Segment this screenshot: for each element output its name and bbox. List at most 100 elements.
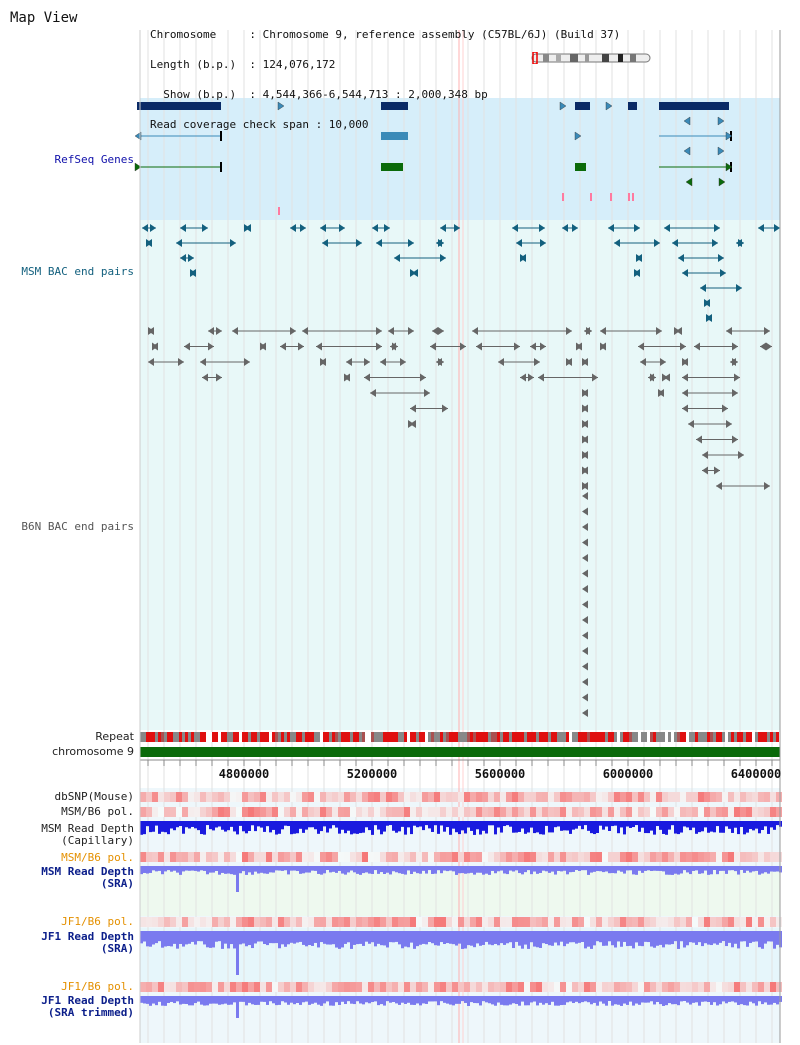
repeat-block [428, 732, 431, 742]
polymorphism-cell [536, 917, 542, 927]
bac-end-icon [658, 389, 664, 397]
msm-bac-features[interactable] [142, 224, 780, 322]
polymorphism-cell [338, 792, 344, 802]
depth-bar [587, 866, 590, 875]
msm-b6-pol-sra-label[interactable]: MSM/B6 pol. [61, 851, 134, 864]
polymorphism-tracks[interactable] [140, 792, 782, 992]
depth-bar [242, 866, 245, 872]
read-depth-tracks[interactable] [140, 821, 782, 1018]
depth-bar [596, 931, 599, 942]
msm-read-depth-sra-line1: MSM Read Depth [41, 865, 134, 878]
chromosome-bar[interactable] [140, 747, 780, 757]
depth-bar [164, 866, 167, 872]
depth-bar [173, 931, 176, 944]
refseq-genes-features[interactable] [134, 101, 733, 215]
depth-bar [374, 866, 377, 871]
depth-bar [698, 866, 701, 874]
polymorphism-cell [236, 852, 242, 862]
depth-bar [203, 821, 206, 835]
polymorphism-cell [314, 852, 320, 862]
depth-bar [410, 866, 413, 875]
depth-bar [491, 866, 494, 871]
gene-feature[interactable] [575, 102, 590, 110]
depth-bar [326, 821, 329, 833]
polymorphism-cell [158, 792, 164, 802]
depth-bar [218, 931, 221, 942]
repeat-block [527, 732, 530, 742]
polymorphism-cell [758, 982, 764, 992]
polymorphism-cell [314, 917, 320, 927]
depth-bar [488, 996, 491, 1004]
gene-feature[interactable] [381, 163, 403, 171]
jf1-read-depth-sra-label[interactable]: JF1 Read Depth (SRA) [41, 931, 134, 955]
gene-feature[interactable] [381, 132, 408, 140]
b6n-bac-label[interactable]: B6N BAC end pairs [21, 520, 134, 533]
depth-bar [440, 996, 443, 1002]
bac-end-icon [718, 254, 724, 262]
dbsnp-label[interactable]: dbSNP(Mouse) [54, 790, 134, 803]
polymorphism-cell [638, 982, 644, 992]
depth-bar [188, 866, 191, 871]
msm-read-depth-sra-label[interactable]: MSM Read Depth (SRA) [41, 866, 134, 890]
jf1-b6-pol-label[interactable]: JF1/B6 pol. [61, 915, 134, 928]
polymorphism-cell [428, 982, 434, 992]
jf1-b6-pol-2-label[interactable]: JF1/B6 pol. [61, 980, 134, 993]
msm-read-depth-capillary-label[interactable]: MSM Read Depth (Capillary) [41, 823, 134, 847]
polymorphism-cell [500, 792, 506, 802]
gene-feature[interactable] [659, 102, 729, 110]
polymorphism-cell [434, 982, 440, 992]
depth-bar [551, 931, 554, 946]
polymorphism-cell [554, 982, 560, 992]
jf1-read-depth-trim-line1: JF1 Read Depth [41, 994, 134, 1007]
depth-bar [617, 866, 620, 871]
depth-bar [749, 996, 752, 1002]
gene-feature[interactable] [575, 163, 586, 171]
jf1-read-depth-trimmed-label[interactable]: JF1 Read Depth (SRA trimmed) [41, 995, 134, 1019]
repeat-block [557, 732, 560, 742]
bac-end-icon [702, 466, 708, 475]
depth-bar [416, 996, 419, 1004]
repeat-track[interactable] [140, 732, 782, 742]
depth-bar [488, 931, 491, 945]
gene-feature[interactable] [137, 102, 221, 110]
polymorphism-cell [326, 917, 332, 927]
polymorphism-cell [506, 917, 512, 927]
refseq-genes-label[interactable]: RefSeq Genes [54, 153, 134, 166]
gene-feature[interactable] [381, 102, 408, 110]
bac-end-icon [582, 492, 588, 500]
msm-b6-pol-label[interactable]: MSM/B6 pol. [61, 805, 134, 818]
polymorphism-cell [560, 917, 566, 927]
depth-bar [278, 931, 281, 949]
repeat-block [233, 732, 236, 742]
depth-bar [686, 931, 689, 946]
repeat-block [719, 732, 722, 742]
polymorphism-cell [626, 852, 632, 862]
polymorphism-cell [770, 917, 776, 927]
depth-bar [455, 821, 458, 833]
depth-bar [536, 821, 539, 833]
polymorphism-cell [386, 852, 392, 862]
depth-bar [707, 996, 710, 1002]
msm-bac-label[interactable]: MSM BAC end pairs [21, 265, 134, 278]
gene-feature[interactable] [628, 102, 637, 110]
polymorphism-cell [776, 917, 782, 927]
b6n-bac-features[interactable] [148, 327, 772, 717]
depth-bar [545, 996, 548, 1004]
depth-bar [203, 931, 206, 945]
polymorphism-cell [764, 852, 770, 862]
chromosome-ideogram[interactable] [530, 52, 656, 64]
repeat-block [419, 732, 422, 742]
polymorphism-cell [584, 917, 590, 927]
depth-bar [662, 821, 665, 834]
polymorphism-cell [686, 982, 692, 992]
polymorphism-cell [230, 792, 236, 802]
polymorphism-cell [572, 982, 578, 992]
polymorphism-cell [248, 807, 254, 817]
polymorphism-cell [578, 792, 584, 802]
polymorphism-cell [542, 982, 548, 992]
depth-bar [530, 821, 533, 828]
depth-bar [494, 866, 497, 874]
bac-end-icon [682, 404, 688, 413]
depth-bar [179, 996, 182, 1005]
